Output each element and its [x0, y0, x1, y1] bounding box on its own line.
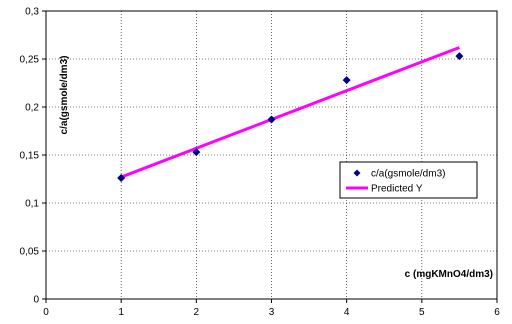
- legend: c/a(gsmole/dm3) Predicted Y: [339, 161, 478, 199]
- x-tick-label: 0: [43, 307, 49, 318]
- legend-label-predicted: Predicted Y: [371, 184, 423, 195]
- x-tick-label: 3: [269, 307, 275, 318]
- y-tick-label: 0: [33, 295, 39, 306]
- legend-box: [339, 161, 478, 199]
- predicted-line: [120, 46, 460, 179]
- y-tick-label: 0,05: [20, 247, 40, 258]
- x-tick-label: 2: [194, 307, 200, 318]
- legend-label-scatter: c/a(gsmole/dm3): [371, 169, 445, 180]
- data-point: [342, 76, 351, 85]
- x-axis-label: c (mgKMnO4/dm3): [405, 269, 493, 280]
- legend-marker-diamond: [353, 169, 361, 177]
- y-tick-label: 0,1: [25, 199, 39, 210]
- y-tick-label: 0,3: [25, 7, 39, 18]
- y-tick-label: 0,2: [25, 103, 39, 114]
- x-tick-label: 4: [344, 307, 350, 318]
- data-point: [455, 52, 464, 61]
- data-point: [192, 148, 201, 157]
- data-point: [267, 115, 276, 124]
- x-tick-label: 6: [494, 307, 500, 318]
- y-tick-label: 0,25: [20, 55, 40, 66]
- grid: [46, 11, 497, 299]
- axis-ticks: 0 0,05 0,1 0,15 0,2 0,25 0,3 0 1 2 3 4 5 6: [20, 7, 501, 319]
- x-tick-label: 5: [419, 307, 425, 318]
- series-layer: [117, 46, 464, 183]
- x-tick-label: 1: [118, 307, 124, 318]
- y-tick-label: 0,15: [20, 151, 40, 162]
- data-point: [117, 174, 126, 183]
- y-axis-label: c/a(gsmole/dm3): [59, 56, 70, 135]
